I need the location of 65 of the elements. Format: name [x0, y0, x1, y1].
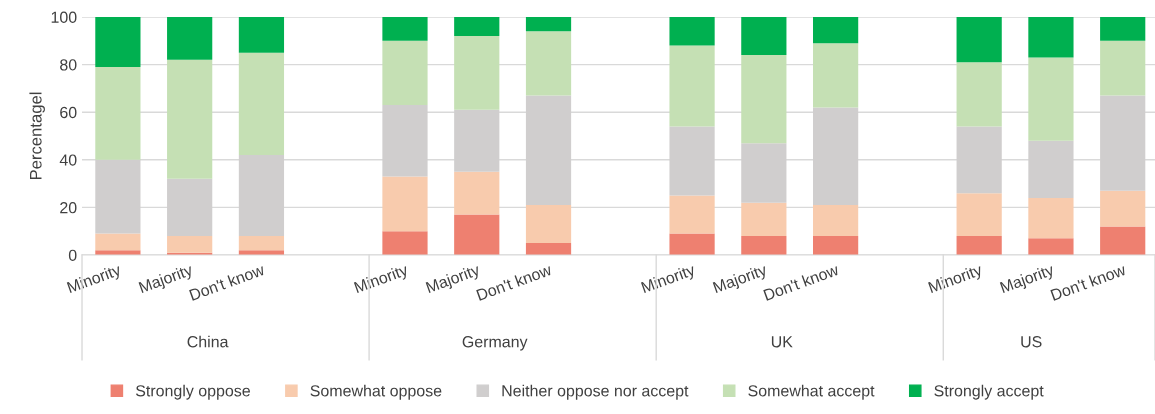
bar: [382, 40, 428, 106]
bar: [1028, 57, 1074, 141]
bar: [1100, 226, 1146, 256]
bar: [382, 231, 428, 256]
y-tick-label: 40: [59, 154, 77, 166]
bar: [95, 66, 141, 160]
y-tick-label: 0: [68, 249, 77, 261]
bar: [1100, 16, 1146, 41]
bar: [454, 36, 500, 110]
bar: [669, 45, 715, 127]
bar: [95, 16, 141, 67]
x-tick-label: Minority: [353, 263, 411, 297]
bar: [1100, 190, 1146, 227]
bar: [741, 55, 787, 144]
bar: [669, 16, 715, 46]
bar: [238, 16, 285, 53]
bar: [741, 16, 787, 56]
y-axis-title: Percentagel: [29, 92, 45, 180]
bar: [525, 243, 572, 256]
y-tick-label: 100: [51, 11, 77, 23]
bar: [956, 193, 1002, 236]
bar: [454, 214, 500, 256]
bar: [1028, 16, 1074, 58]
bar: [167, 16, 213, 60]
bar: [1100, 40, 1146, 96]
bar: [525, 16, 572, 32]
bar: [813, 16, 859, 44]
text: UK: [771, 336, 793, 348]
bar: [741, 235, 787, 256]
text: China: [187, 335, 229, 348]
bar: [525, 31, 572, 96]
text: US: [1021, 336, 1042, 348]
y-tick-label: 20: [60, 202, 77, 214]
bar: [669, 195, 715, 234]
bar: [813, 43, 859, 108]
bar: [1028, 197, 1074, 239]
bar: [956, 16, 1002, 63]
bar: [1028, 238, 1074, 256]
bar: [238, 52, 285, 156]
bar: [813, 205, 859, 236]
bar: [454, 16, 500, 37]
x-tick-label: Minority: [66, 263, 123, 297]
bar: [813, 235, 859, 256]
bar: [956, 62, 1002, 127]
text: Germany: [462, 336, 528, 351]
bar: [167, 59, 213, 179]
bar: [167, 235, 213, 253]
bar: [956, 235, 1002, 256]
bar: [238, 235, 285, 251]
bar: [669, 233, 715, 256]
legend-label: Neither oppose nor accept: [502, 384, 689, 400]
bar: [382, 16, 428, 41]
legend-label: Strongly accept: [934, 384, 1044, 400]
bar: [525, 205, 572, 244]
x-tick-label: Minority: [927, 263, 985, 297]
x-tick-label: Minority: [640, 263, 698, 297]
bar: [95, 233, 141, 251]
legend-label: Somewhat oppose: [310, 384, 442, 400]
legend-label: Strongly oppose: [135, 384, 250, 400]
bar: [382, 176, 428, 232]
bar: [741, 202, 787, 236]
y-tick-label: 80: [60, 59, 77, 71]
legend-label: Somewhat accept: [748, 384, 875, 400]
bar: [454, 171, 500, 215]
y-tick-label: 60: [60, 106, 77, 119]
